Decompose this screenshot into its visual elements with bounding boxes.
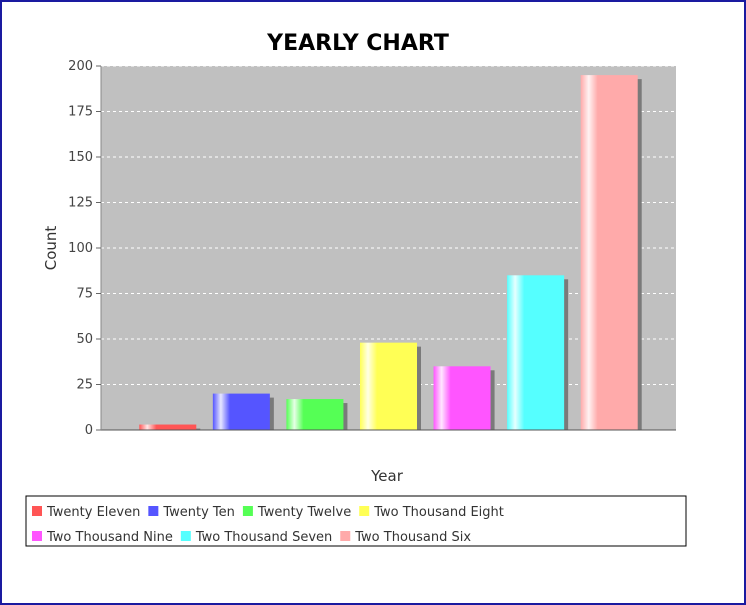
bar [507,275,565,430]
legend-swatch [180,531,191,541]
y-tick-label: 125 [68,196,93,211]
legend-item-label: Two Thousand Seven [195,530,332,545]
y-tick-label: 0 [85,423,93,438]
y-tick-label: 50 [76,332,93,347]
legend-item-label: Twenty Eleven [46,505,140,520]
legend-item-label: Two Thousand Nine [46,530,173,545]
y-tick-label: 150 [68,150,93,165]
legend-swatch [32,506,42,516]
legend-item-label: Two Thousand Six [354,530,471,545]
legend-swatch [242,506,253,516]
y-axis-label: Count [42,226,60,271]
legend-swatch [32,531,42,541]
bar [360,342,417,430]
y-axis-ticks: 0 25 50 75 100 125 150 175 200 [68,59,101,438]
y-tick-label: 175 [68,105,93,120]
chart-title: YEARLY CHART [266,31,449,56]
x-axis-label: Year [370,467,404,485]
legend-swatch [148,506,159,516]
legend-swatch [359,506,370,516]
y-tick-label: 75 [76,287,93,302]
legend-item-label: Two Thousand Eight [373,505,504,520]
y-tick-label: 200 [68,59,93,74]
legend-swatch [340,531,351,541]
legend-box [25,495,687,547]
bar [212,393,270,430]
y-tick-label: 100 [68,241,93,256]
legend: Twenty Eleven Twenty Ten Twenty Twelve Two … [32,505,504,545]
legend-item-label: Twenty Twelve [257,505,351,520]
legend-item-label: Twenty Ten [162,505,235,520]
bar [286,399,344,430]
y-tick-label: 25 [76,378,93,393]
bar [139,424,197,430]
bar [580,75,638,430]
bar [433,366,491,430]
bars [139,75,642,430]
